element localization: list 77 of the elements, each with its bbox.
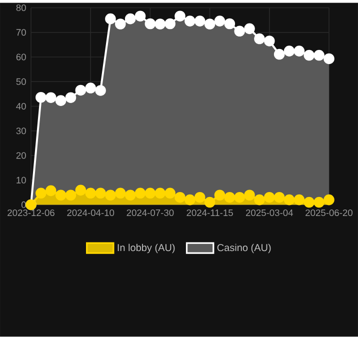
point (214, 16, 226, 27)
point (244, 23, 255, 34)
point (105, 190, 116, 201)
x-tick-label: 2024-07-30 (126, 210, 174, 216)
y-tick-label: 60 (16, 54, 26, 60)
point (224, 192, 236, 203)
x-tick-label: 2025-03-04 (246, 210, 293, 216)
point (284, 46, 295, 57)
point (154, 188, 166, 199)
y-tick-label: 80 (16, 4, 26, 12)
point (244, 190, 255, 201)
point (55, 190, 66, 201)
point (45, 92, 56, 104)
x-tick-label: 2024-11-15 (186, 210, 233, 216)
point (184, 194, 196, 206)
point (224, 18, 236, 30)
point (124, 14, 136, 24)
point (85, 188, 96, 199)
point (124, 190, 136, 201)
point (234, 192, 245, 203)
y-tick-label: 30 (16, 128, 26, 134)
point (174, 10, 186, 22)
x-tick-label: 2024-04-10 (67, 210, 114, 216)
point (254, 194, 265, 206)
point (65, 190, 76, 201)
point (204, 18, 216, 30)
point (164, 188, 176, 199)
point (75, 84, 86, 96)
point (144, 188, 156, 199)
point (234, 26, 245, 37)
y-tick-label: 0 (21, 202, 26, 208)
point (274, 192, 285, 203)
point (204, 197, 216, 208)
legend-label: Casino (AU) (217, 244, 271, 254)
y-tick-label: 20 (16, 152, 26, 159)
point (214, 190, 226, 201)
point (324, 194, 334, 206)
point (304, 50, 315, 61)
point (254, 34, 265, 44)
y-tick-label: 40 (16, 103, 26, 110)
point (164, 18, 176, 30)
point (284, 194, 295, 206)
point (294, 46, 305, 57)
y-tick-label: 50 (16, 78, 26, 86)
point (264, 36, 275, 47)
point (36, 92, 46, 103)
point (134, 10, 146, 22)
point (75, 184, 86, 196)
point (304, 197, 315, 208)
point (174, 192, 186, 203)
point (65, 92, 76, 104)
y-tick-label: 10 (16, 176, 26, 184)
point (95, 85, 106, 96)
point (134, 188, 146, 199)
point (154, 18, 166, 30)
point (314, 197, 324, 208)
point (324, 53, 334, 64)
point (264, 192, 275, 203)
point (115, 188, 126, 199)
legend-label: In lobby (AU) (118, 244, 175, 254)
point (294, 194, 305, 206)
point (144, 18, 156, 30)
point (45, 185, 56, 196)
point (274, 49, 285, 60)
point (105, 14, 116, 24)
point (184, 16, 196, 27)
x-tick-label: 2023-12-06 (8, 210, 54, 216)
point (194, 16, 206, 27)
point (115, 18, 126, 30)
x-tick-label: 2025-06-20 (306, 210, 352, 216)
point (36, 188, 46, 199)
y-tick-label: 70 (16, 29, 26, 36)
point (55, 95, 66, 106)
point (95, 188, 106, 199)
point (85, 82, 96, 94)
point (314, 50, 324, 61)
point (194, 192, 206, 203)
